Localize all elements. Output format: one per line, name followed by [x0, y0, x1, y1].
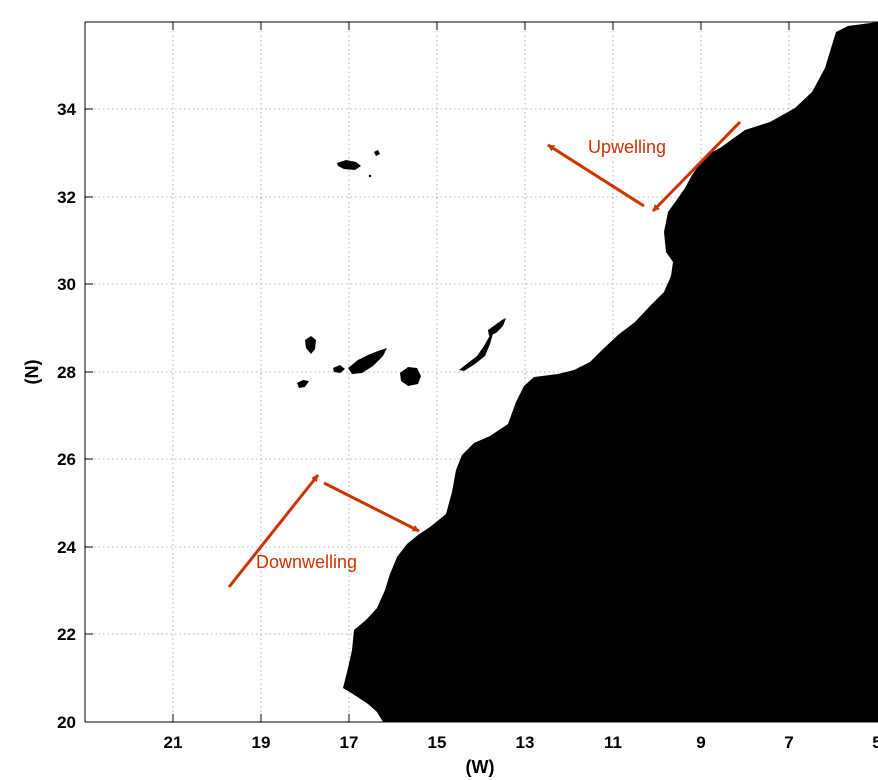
y-tick-label: 24 — [57, 538, 76, 557]
el-hierro-island — [297, 380, 309, 388]
upwelling-offshore-arrow — [547, 143, 645, 208]
downwelling-onshore-arrow — [323, 481, 420, 533]
y-tick-label: 28 — [57, 363, 76, 382]
lanzarote-island — [488, 318, 506, 336]
upwelling-label: Upwelling — [588, 137, 666, 157]
desertas-islet — [368, 174, 372, 178]
x-axis-title: (W) — [466, 757, 495, 777]
porto-santo-island — [374, 150, 380, 156]
y-axis-title: (N) — [22, 360, 42, 385]
la-gomera-island — [333, 365, 345, 373]
y-tick-label: 20 — [57, 713, 76, 732]
x-tick-label: 17 — [340, 733, 359, 752]
x-tick-label: 7 — [784, 733, 793, 752]
x-tick-label: 13 — [516, 733, 535, 752]
downwelling-alongshore-arrow — [227, 474, 320, 588]
x-tick-labels: 21 19 17 15 13 11 9 7 5 — [164, 733, 878, 752]
x-tick-label: 15 — [428, 733, 447, 752]
tenerife-island — [348, 348, 387, 374]
y-tick-label: 22 — [57, 625, 76, 644]
upwelling-alongshore-arrow — [651, 120, 742, 213]
downwelling-label: Downwelling — [256, 552, 357, 572]
african-coast-landmass — [343, 22, 878, 722]
y-tick-labels: 20 22 24 26 28 30 32 34 — [57, 100, 76, 732]
x-tick-label: 19 — [252, 733, 271, 752]
annotation-arrows — [227, 120, 742, 588]
y-tick-label: 26 — [57, 450, 76, 469]
gran-canaria-island — [400, 367, 421, 386]
y-tick-label: 32 — [57, 188, 76, 207]
fuerteventura-island — [459, 330, 494, 371]
axis-ticks — [85, 22, 790, 722]
x-tick-label: 9 — [696, 733, 705, 752]
la-palma-island — [305, 336, 316, 354]
y-tick-label: 30 — [57, 275, 76, 294]
x-tick-label: 11 — [604, 733, 622, 752]
y-tick-label: 34 — [57, 100, 76, 119]
x-tick-label: 5 — [872, 733, 878, 752]
madeira-island — [337, 160, 361, 170]
x-tick-label: 21 — [164, 733, 183, 752]
